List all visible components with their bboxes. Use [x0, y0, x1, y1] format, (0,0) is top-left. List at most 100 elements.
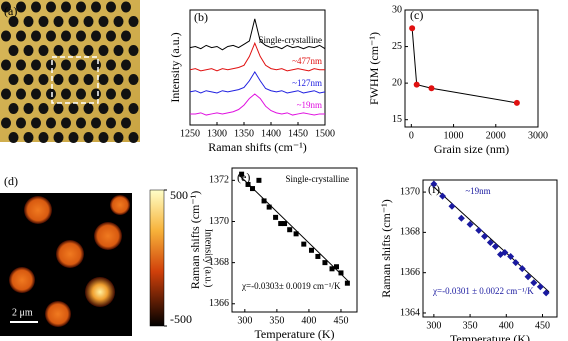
- hole: [31, 88, 41, 100]
- x-tick-label: 300: [237, 315, 252, 326]
- hole: [53, 74, 64, 85]
- point: [315, 253, 321, 259]
- hole: [8, 74, 19, 85]
- hole: [113, 16, 124, 27]
- hole: [98, 74, 109, 85]
- point: [491, 242, 499, 250]
- point: [278, 221, 284, 227]
- y-tick-label: 1372: [209, 175, 229, 186]
- hole: [46, 59, 56, 71]
- hole: [91, 1, 101, 13]
- hole: [68, 45, 79, 56]
- hole: [16, 88, 26, 100]
- hole: [121, 59, 131, 71]
- point: [428, 85, 435, 92]
- annotation: Single-crystalline: [286, 174, 349, 184]
- panel-label: (a): [4, 4, 17, 18]
- hole: [8, 45, 19, 56]
- point: [250, 186, 256, 192]
- spot: [94, 222, 122, 250]
- hole: [16, 117, 26, 129]
- hole: [53, 45, 64, 56]
- y-axis-label: Intensity (a.u.): [168, 32, 182, 102]
- hole: [68, 16, 79, 27]
- point: [338, 270, 344, 276]
- hole: [53, 132, 64, 143]
- x-tick-label: 350: [269, 315, 284, 326]
- hole: [61, 1, 71, 13]
- y-tick-label: 25: [392, 41, 402, 52]
- panel-label: (b): [194, 10, 208, 24]
- x-axis-label: Grain size (nm): [434, 142, 509, 156]
- point: [322, 260, 328, 266]
- x-axis-label: Temperature (K): [450, 332, 530, 341]
- point: [457, 214, 465, 222]
- plot-frame: [189, 9, 326, 126]
- spot: [56, 240, 84, 268]
- y-tick-label: 1364: [400, 307, 420, 318]
- hole: [38, 132, 49, 143]
- y-tick-label: 1366: [400, 267, 420, 278]
- hole: [106, 1, 116, 13]
- hole: [38, 16, 49, 27]
- hole: [23, 16, 34, 27]
- hole: [1, 30, 11, 42]
- y-axis-label: Raman shifts (cm⁻¹): [379, 199, 393, 298]
- plot-frame: [404, 9, 539, 128]
- y-tick-label: 15: [392, 114, 402, 125]
- hole: [16, 59, 26, 71]
- plot-frame: [231, 167, 358, 313]
- equation: χ=-0.0301 ± 0.0022 cm⁻¹/K: [432, 286, 534, 296]
- x-tick-label: 300: [426, 320, 441, 331]
- x-axis-label: Raman shifts (cm⁻¹): [208, 140, 307, 154]
- x-tick-label: 1500: [315, 128, 335, 139]
- panel-label: (d): [4, 174, 18, 188]
- hole: [23, 132, 34, 143]
- hole: [106, 30, 116, 42]
- colorbar-tick-label: 500: [170, 188, 188, 202]
- hole: [8, 103, 19, 114]
- x-tick-label: 400: [301, 315, 316, 326]
- point: [466, 220, 474, 228]
- hole: [46, 30, 56, 42]
- y-tick-label: 30: [392, 4, 402, 15]
- hole: [61, 88, 71, 100]
- colorbar-tick-label: -500: [170, 312, 192, 326]
- y-tick-label: 1368: [209, 257, 229, 268]
- hole: [16, 30, 26, 42]
- hole: [46, 117, 56, 129]
- hole: [128, 45, 139, 56]
- hole: [113, 74, 124, 85]
- hole: [31, 30, 41, 42]
- hole: [98, 45, 109, 56]
- x-tick-label: 1450: [288, 128, 308, 139]
- hole: [98, 103, 109, 114]
- hole: [8, 16, 19, 27]
- hole: [91, 30, 101, 42]
- hole: [83, 103, 94, 114]
- hole: [76, 59, 86, 71]
- heatmap-spots: [9, 195, 130, 327]
- series-line: [189, 70, 326, 94]
- point: [518, 265, 526, 273]
- point: [413, 81, 420, 88]
- y-tick-label: 20: [392, 77, 402, 88]
- point: [308, 247, 314, 253]
- fit-line: [431, 184, 550, 293]
- y-axis-label: FWHM (cm⁻¹): [367, 32, 381, 105]
- point: [409, 25, 416, 32]
- hole: [23, 45, 34, 56]
- hole: [76, 1, 86, 13]
- point: [261, 198, 267, 204]
- hole: [106, 117, 116, 129]
- point: [245, 181, 251, 187]
- point: [239, 171, 245, 177]
- hole: [98, 16, 109, 27]
- hole: [61, 117, 71, 129]
- scale-bar-label: 2 μm: [12, 307, 33, 318]
- point: [536, 283, 544, 291]
- spot: [45, 301, 71, 327]
- hole: [76, 117, 86, 129]
- colorbar-label: Intensity (a.u.): [203, 229, 214, 288]
